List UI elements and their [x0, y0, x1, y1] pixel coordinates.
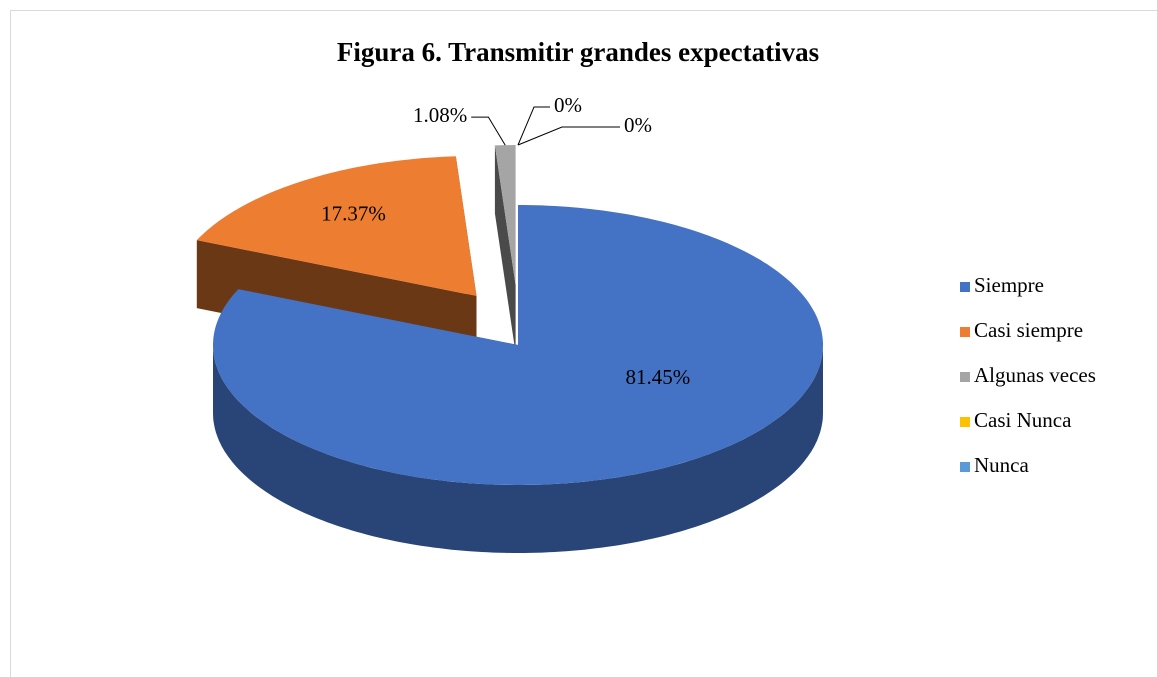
leader-line: [517, 126, 620, 146]
legend-label: Algunas veces: [974, 363, 1096, 387]
legend-swatch: [960, 372, 970, 382]
slice: [196, 156, 477, 296]
slice-side: [213, 345, 823, 553]
leader-line: [517, 106, 550, 146]
legend-label: Nunca: [974, 453, 1029, 477]
slice: [494, 145, 516, 285]
legend-swatch: [960, 417, 970, 427]
legend-label: Siempre: [974, 273, 1044, 297]
data-label: 0%: [624, 113, 652, 137]
legend-swatch: [960, 327, 970, 337]
legend-swatch: [960, 462, 970, 472]
legend-swatch: [960, 282, 970, 292]
legend-label: Casi siempre: [974, 318, 1083, 342]
leader-line: [471, 116, 506, 146]
data-label: 0%: [554, 93, 582, 117]
slice: [213, 205, 823, 485]
data-label: 1.08%: [413, 103, 467, 127]
chart-title: Figura 6. Transmitir grandes expectativa…: [337, 37, 819, 67]
data-label: 81.45%: [626, 365, 691, 389]
legend-label: Casi Nunca: [974, 408, 1072, 432]
data-label: 17.37%: [321, 202, 386, 226]
slice-cut-face: [494, 145, 516, 353]
